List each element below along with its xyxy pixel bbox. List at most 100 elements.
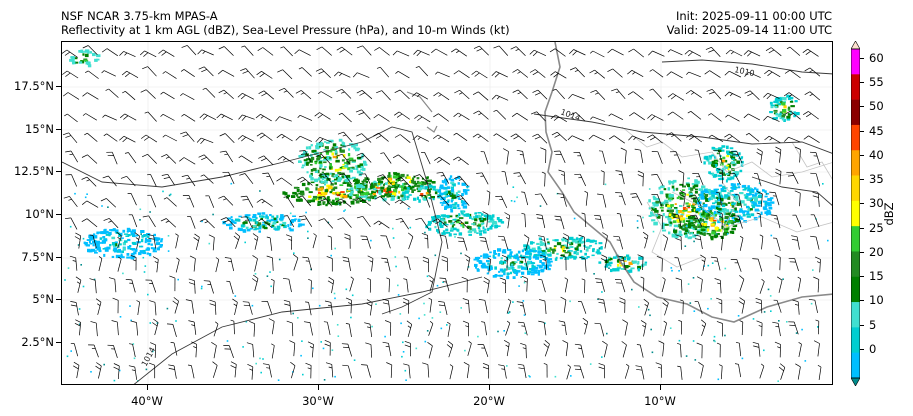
wind-barb	[181, 45, 197, 56]
reflectivity-cell	[146, 236, 150, 238]
wind-barb	[627, 91, 644, 100]
reflectivity-cell	[740, 208, 743, 212]
reflectivity-cell	[395, 184, 398, 186]
reflectivity-cell	[666, 209, 670, 212]
reflectivity-cell	[535, 269, 538, 272]
wind-barb	[82, 92, 99, 100]
reflectivity-cell	[562, 246, 566, 249]
reflectivity-cell	[312, 167, 317, 172]
reflectivity-cell	[345, 182, 350, 184]
lat-tick	[56, 342, 61, 343]
reflectivity-cell	[538, 237, 542, 241]
reflectivity-cell	[584, 252, 587, 256]
reflectivity-cell	[711, 191, 715, 195]
wind-barb	[663, 320, 667, 336]
reflectivity-cell	[112, 228, 116, 231]
reflectivity-cell	[756, 188, 759, 192]
wind-barb	[62, 92, 80, 100]
wind-barb	[569, 49, 586, 56]
reflectivity-cell	[732, 221, 736, 223]
reflectivity-cell	[613, 256, 617, 259]
reflectivity-cell	[453, 227, 457, 231]
wind-barb	[453, 112, 470, 121]
reflectivity-cell	[127, 234, 131, 237]
reflectivity-cell	[144, 265, 147, 267]
reflectivity-cell	[347, 188, 351, 191]
reflectivity-cell	[667, 187, 670, 191]
reflectivity-cell	[297, 196, 301, 199]
wind-barb	[101, 70, 116, 77]
wind-barb	[471, 70, 488, 79]
reflectivity-cell	[713, 210, 717, 215]
reflectivity-cell	[293, 219, 296, 222]
reflectivity-cell	[266, 275, 269, 277]
reflectivity-cell	[292, 215, 296, 217]
wind-barb	[162, 134, 178, 142]
wind-barb	[578, 234, 586, 250]
reflectivity-cell	[707, 213, 710, 216]
reflectivity-cell	[321, 180, 325, 183]
colorbar-label: 10	[869, 293, 884, 307]
reflectivity-cell	[658, 186, 661, 190]
reflectivity-cell	[656, 203, 659, 206]
reflectivity-cell	[721, 204, 726, 208]
reflectivity-cell	[461, 182, 466, 186]
reflectivity-cell	[289, 212, 292, 215]
reflectivity-cell	[711, 154, 715, 157]
wind-barb	[209, 299, 217, 315]
wind-barb	[188, 278, 196, 294]
reflectivity-cell	[259, 357, 261, 360]
reflectivity-cell	[494, 225, 498, 229]
reflectivity-cell	[424, 231, 426, 234]
reflectivity-cell	[326, 155, 331, 158]
reflectivity-cell	[319, 144, 323, 147]
reflectivity-cell	[593, 240, 597, 243]
colorbar-frame	[851, 48, 860, 379]
reflectivity-cell	[708, 161, 712, 165]
reflectivity-cell	[668, 180, 671, 183]
reflectivity-cell	[692, 206, 696, 209]
wind-barb	[675, 234, 682, 250]
wind-barb	[666, 132, 682, 142]
reflectivity-cell	[419, 185, 422, 188]
reflectivity-cell	[677, 219, 680, 223]
reflectivity-cell	[374, 185, 379, 188]
reflectivity-cell	[711, 262, 714, 264]
reflectivity-cell	[356, 185, 361, 189]
reflectivity-cell	[444, 232, 449, 234]
colorbar-tick	[860, 276, 864, 277]
wind-barb	[619, 297, 626, 313]
reflectivity-cell	[81, 51, 86, 53]
reflectivity-cell	[72, 61, 77, 65]
reflectivity-cell	[702, 202, 705, 206]
reflectivity-cell	[428, 194, 432, 196]
reflectivity-cell	[320, 180, 323, 182]
reflectivity-cell	[768, 204, 772, 207]
reflectivity-cell	[450, 186, 454, 189]
reflectivity-cell	[317, 203, 320, 206]
reflectivity-cell	[508, 257, 512, 260]
reflectivity-cell	[489, 217, 493, 221]
wind-barb	[611, 88, 626, 100]
wind-barb	[395, 176, 411, 187]
reflectivity-cell	[458, 213, 461, 217]
reflectivity-cell	[260, 371, 262, 374]
wind-barb	[794, 190, 801, 207]
colorbar-segment	[851, 74, 860, 100]
reflectivity-cell	[98, 250, 102, 253]
reflectivity-cell	[246, 216, 250, 219]
wind-barb	[101, 48, 118, 57]
wind-barb	[451, 48, 467, 57]
reflectivity-cell	[539, 240, 543, 244]
reflectivity-cell	[669, 199, 672, 202]
wind-barb	[81, 218, 98, 228]
reflectivity-cell	[339, 184, 344, 186]
colorbar-tick	[860, 252, 864, 253]
reflectivity-cell	[651, 207, 654, 211]
reflectivity-cell	[230, 220, 235, 224]
reflectivity-cell	[442, 181, 445, 184]
wind-barb	[428, 321, 434, 336]
reflectivity-cell	[730, 183, 734, 186]
wind-barb	[439, 277, 450, 292]
wind-barb	[352, 72, 370, 78]
